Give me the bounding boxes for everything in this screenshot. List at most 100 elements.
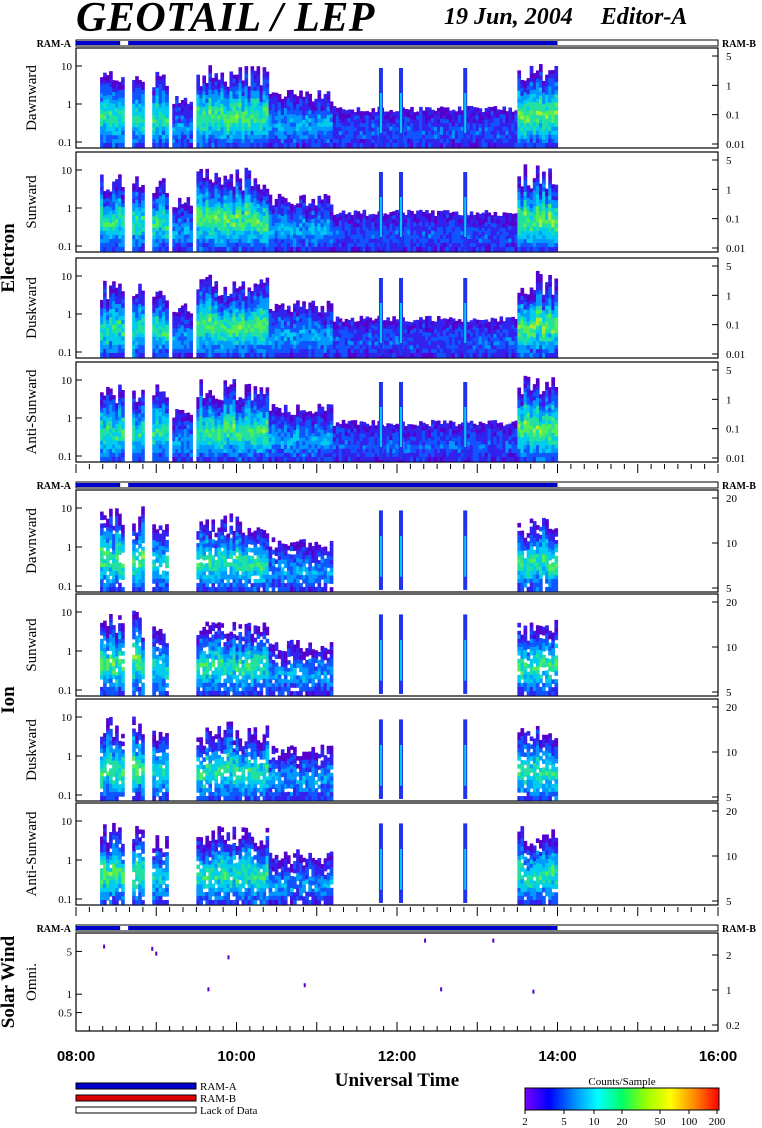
heat-cell — [115, 235, 119, 240]
heat-cell — [250, 74, 255, 79]
heat-cell — [103, 195, 107, 200]
heat-cell — [413, 242, 417, 248]
heat-cell — [244, 199, 249, 205]
heat-cell — [121, 311, 125, 317]
heat-cell — [158, 123, 163, 128]
heat-cell — [532, 226, 537, 232]
heat-cell — [332, 142, 337, 148]
heat-cell — [121, 315, 125, 321]
heat-cell — [302, 206, 306, 212]
heat-cell — [395, 230, 399, 236]
heat-cell — [141, 142, 145, 148]
heat-cell — [448, 142, 453, 148]
heat-cell — [490, 130, 495, 136]
heat-cell — [244, 171, 249, 177]
heat-cell — [103, 332, 107, 338]
heat-cell — [329, 113, 334, 119]
heat-cell — [401, 243, 405, 248]
heat-cell — [205, 192, 210, 197]
heat-cell — [407, 121, 411, 127]
heat-cell — [545, 142, 549, 148]
heat-cell — [223, 81, 228, 87]
heat-cell — [118, 332, 122, 338]
heat-cell — [401, 224, 405, 229]
heat-cell — [277, 102, 282, 107]
heat-cell — [161, 190, 166, 195]
heat-cell — [138, 308, 142, 313]
heat-cell — [286, 226, 291, 232]
heat-cell — [165, 308, 169, 314]
heat-cell — [253, 206, 258, 212]
heat-cell — [460, 126, 465, 132]
heat-cell — [262, 188, 267, 194]
heat-cell — [250, 218, 255, 224]
heat-cell — [445, 119, 450, 124]
heat-cell — [135, 123, 139, 128]
heat-cell — [199, 177, 203, 182]
heat-cell — [413, 127, 417, 133]
heat-cell — [395, 123, 399, 128]
heat-cell — [112, 91, 116, 97]
heat-cell — [220, 208, 225, 213]
heat-cell — [542, 235, 546, 240]
heat-cell — [196, 243, 200, 248]
heat-cell — [268, 93, 273, 99]
heat-cell — [241, 107, 246, 113]
heat-cell — [535, 106, 540, 112]
heat-cell — [551, 235, 556, 240]
heat-cell — [551, 247, 556, 252]
heat-cell — [109, 325, 113, 330]
heat-cell — [335, 135, 340, 140]
heat-cell — [220, 247, 225, 252]
heat-cell — [535, 218, 540, 224]
heat-cell — [141, 138, 145, 144]
heat-cell — [365, 247, 370, 252]
heat-cell — [226, 90, 231, 96]
heat-cell — [238, 67, 243, 72]
heat-cell — [205, 207, 210, 213]
heat-cell — [100, 242, 104, 248]
heat-cell — [445, 111, 450, 116]
heat-cell — [535, 118, 540, 124]
heat-cell — [535, 74, 540, 80]
heat-cell — [121, 203, 125, 208]
heat-cell — [217, 234, 222, 240]
heat-cell — [211, 98, 216, 103]
heat-cell — [103, 191, 107, 196]
heat-cell — [202, 119, 207, 124]
heat-cell — [523, 123, 528, 129]
heat-cell — [542, 207, 546, 212]
heat-cell — [211, 222, 216, 228]
heat-cell — [235, 218, 240, 224]
heat-cell — [199, 193, 203, 199]
heat-cell — [425, 135, 429, 140]
heat-cell — [314, 221, 319, 227]
heat-cell — [551, 188, 556, 193]
heat-cell — [389, 243, 393, 248]
heat-cell — [511, 131, 515, 136]
heat-cell — [208, 179, 213, 185]
heat-cell — [141, 192, 145, 198]
heat-cell — [268, 210, 273, 216]
heat-cell — [135, 99, 139, 105]
heat-cell — [523, 203, 528, 209]
heat-cell — [135, 195, 139, 201]
heat-cell — [362, 226, 367, 231]
heat-cell — [180, 204, 185, 209]
heat-cell — [244, 106, 249, 112]
heat-cell — [493, 114, 498, 119]
heat-cell — [115, 348, 119, 354]
heat-cell — [205, 223, 210, 229]
heat-cell — [317, 215, 322, 221]
heat-cell — [551, 192, 556, 197]
heat-cell — [241, 96, 246, 101]
heat-cell — [214, 211, 219, 217]
heat-cell — [436, 242, 441, 248]
heat-cell — [186, 123, 191, 128]
panel-direction-label: Sunward — [24, 175, 40, 229]
heat-cell — [250, 222, 255, 228]
heat-cell — [223, 199, 228, 205]
heat-cell — [268, 246, 273, 252]
heat-cell — [542, 96, 546, 101]
heat-cell — [359, 226, 364, 231]
